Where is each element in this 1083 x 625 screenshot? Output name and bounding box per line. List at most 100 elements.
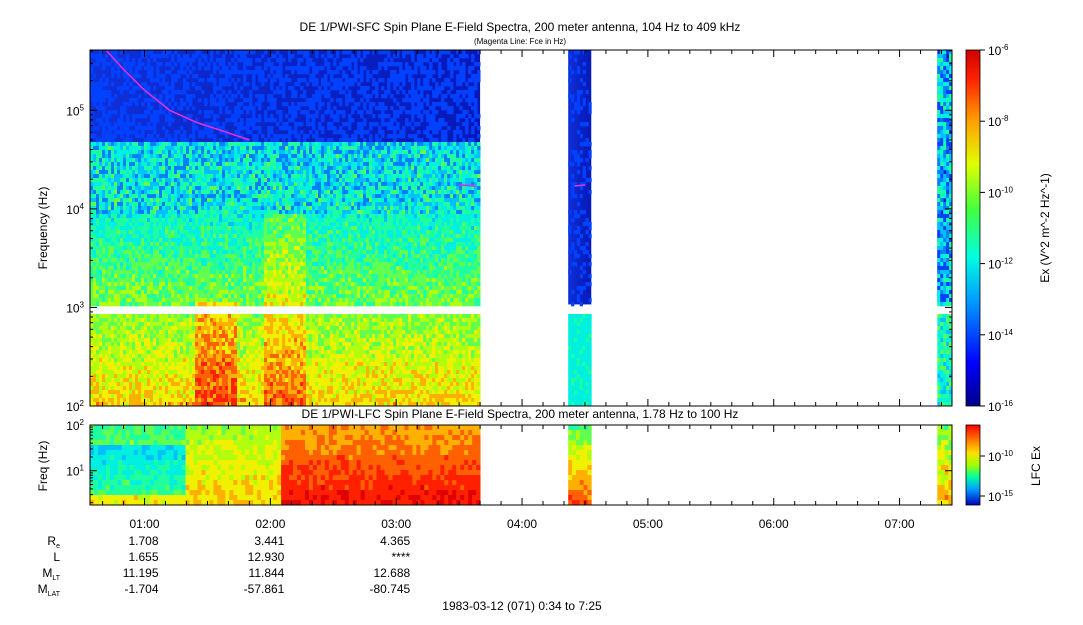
sfc-cell bbox=[93, 210, 97, 215]
sfc-cell bbox=[234, 266, 238, 271]
sfc-cell bbox=[228, 338, 232, 343]
sfc-cell bbox=[201, 342, 205, 347]
sfc-cell bbox=[252, 382, 256, 387]
sfc-cell bbox=[192, 218, 196, 223]
sfc-cell bbox=[216, 190, 220, 195]
sfc-cell bbox=[225, 350, 229, 355]
sfc-cell bbox=[147, 202, 151, 207]
sfc-cell bbox=[207, 314, 211, 319]
sfc-cell bbox=[279, 166, 283, 171]
sfc-cell bbox=[153, 218, 157, 223]
sfc-cell bbox=[96, 286, 100, 291]
sfc-cell bbox=[111, 142, 115, 147]
sfc-cell bbox=[225, 154, 229, 159]
sfc-cell bbox=[201, 262, 205, 267]
sfc-cell bbox=[144, 202, 148, 207]
sfc-cell bbox=[108, 342, 112, 347]
sfc-cell bbox=[99, 346, 103, 351]
sfc-cell bbox=[198, 182, 202, 187]
sfc-cell bbox=[273, 278, 277, 283]
sfc-cell bbox=[237, 158, 241, 163]
sfc-cell bbox=[99, 334, 103, 339]
sfc-cell bbox=[189, 154, 193, 159]
sfc-cell bbox=[264, 350, 268, 355]
sfc-cell bbox=[222, 78, 226, 83]
sfc-cell bbox=[246, 162, 250, 167]
sfc-cell bbox=[237, 286, 241, 291]
sfc-cell bbox=[204, 358, 208, 363]
sfc-cell bbox=[174, 390, 178, 395]
sfc-cell bbox=[195, 50, 199, 55]
sfc-cell bbox=[201, 142, 205, 147]
sfc-cell bbox=[288, 142, 292, 147]
sfc-cell bbox=[264, 50, 268, 55]
sfc-cell bbox=[231, 114, 235, 119]
sfc-cell bbox=[219, 294, 223, 299]
sfc-cell bbox=[261, 334, 265, 339]
sfc-cell bbox=[105, 162, 109, 167]
sfc-cell bbox=[252, 326, 256, 331]
sfc-cell bbox=[105, 370, 109, 375]
sfc-cell bbox=[168, 402, 172, 407]
sfc-cell bbox=[159, 274, 163, 279]
sfc-cell bbox=[273, 102, 277, 107]
sfc-cell bbox=[96, 62, 100, 67]
sfc-cell bbox=[132, 254, 136, 259]
sfc-cell bbox=[252, 254, 256, 259]
sfc-cell bbox=[183, 206, 187, 211]
sfc-cell bbox=[222, 346, 226, 351]
sfc-cell bbox=[93, 154, 97, 159]
sfc-cell bbox=[285, 266, 289, 271]
sfc-cell bbox=[222, 162, 226, 167]
sfc-cell bbox=[258, 326, 262, 331]
sfc-cell bbox=[171, 190, 175, 195]
sfc-cell bbox=[147, 90, 151, 95]
sfc-cell bbox=[147, 138, 151, 143]
sfc-cell bbox=[186, 114, 190, 119]
sfc-cell bbox=[282, 402, 286, 407]
sfc-cell bbox=[174, 150, 178, 155]
sfc-cell bbox=[228, 182, 232, 187]
sfc-cell bbox=[195, 170, 199, 175]
sfc-cell bbox=[195, 242, 199, 247]
sfc-cell bbox=[105, 258, 109, 263]
sfc-cell bbox=[117, 298, 121, 303]
sfc-cell bbox=[249, 166, 253, 171]
sfc-cell bbox=[195, 346, 199, 351]
sfc-cell bbox=[216, 302, 220, 307]
sfc-cell bbox=[129, 170, 133, 175]
sfc-cell bbox=[273, 362, 277, 367]
sfc-cell bbox=[138, 350, 142, 355]
sfc-cell bbox=[93, 390, 97, 395]
sfc-cell bbox=[132, 178, 136, 183]
sfc-cell bbox=[246, 386, 250, 391]
sfc-cell bbox=[150, 254, 154, 259]
sfc-cell bbox=[189, 330, 193, 335]
sfc-cell bbox=[156, 362, 160, 367]
sfc-cell bbox=[225, 342, 229, 347]
sfc-cell bbox=[198, 130, 202, 135]
sfc-cell bbox=[165, 366, 169, 371]
sfc-cell bbox=[99, 142, 103, 147]
sfc-cell bbox=[267, 238, 271, 243]
sfc-cell bbox=[240, 242, 244, 247]
sfc-cell bbox=[243, 338, 247, 343]
sfc-cell bbox=[264, 266, 268, 271]
sfc-cell bbox=[285, 270, 289, 275]
sfc-cell bbox=[144, 226, 148, 231]
sfc-cell bbox=[153, 246, 157, 251]
sfc-cell bbox=[129, 182, 133, 187]
sfc-cell bbox=[261, 94, 265, 99]
sfc-cell bbox=[222, 178, 226, 183]
sfc-cell bbox=[90, 162, 94, 167]
sfc-cell bbox=[237, 246, 241, 251]
sfc-cell bbox=[261, 366, 265, 371]
sfc-cell bbox=[90, 114, 94, 119]
sfc-cell bbox=[246, 110, 250, 115]
sfc-cell bbox=[186, 346, 190, 351]
sfc-cell bbox=[129, 270, 133, 275]
sfc-cell bbox=[258, 94, 262, 99]
sfc-cell bbox=[156, 282, 160, 287]
sfc-cell bbox=[198, 194, 202, 199]
sfc-cell bbox=[225, 370, 229, 375]
